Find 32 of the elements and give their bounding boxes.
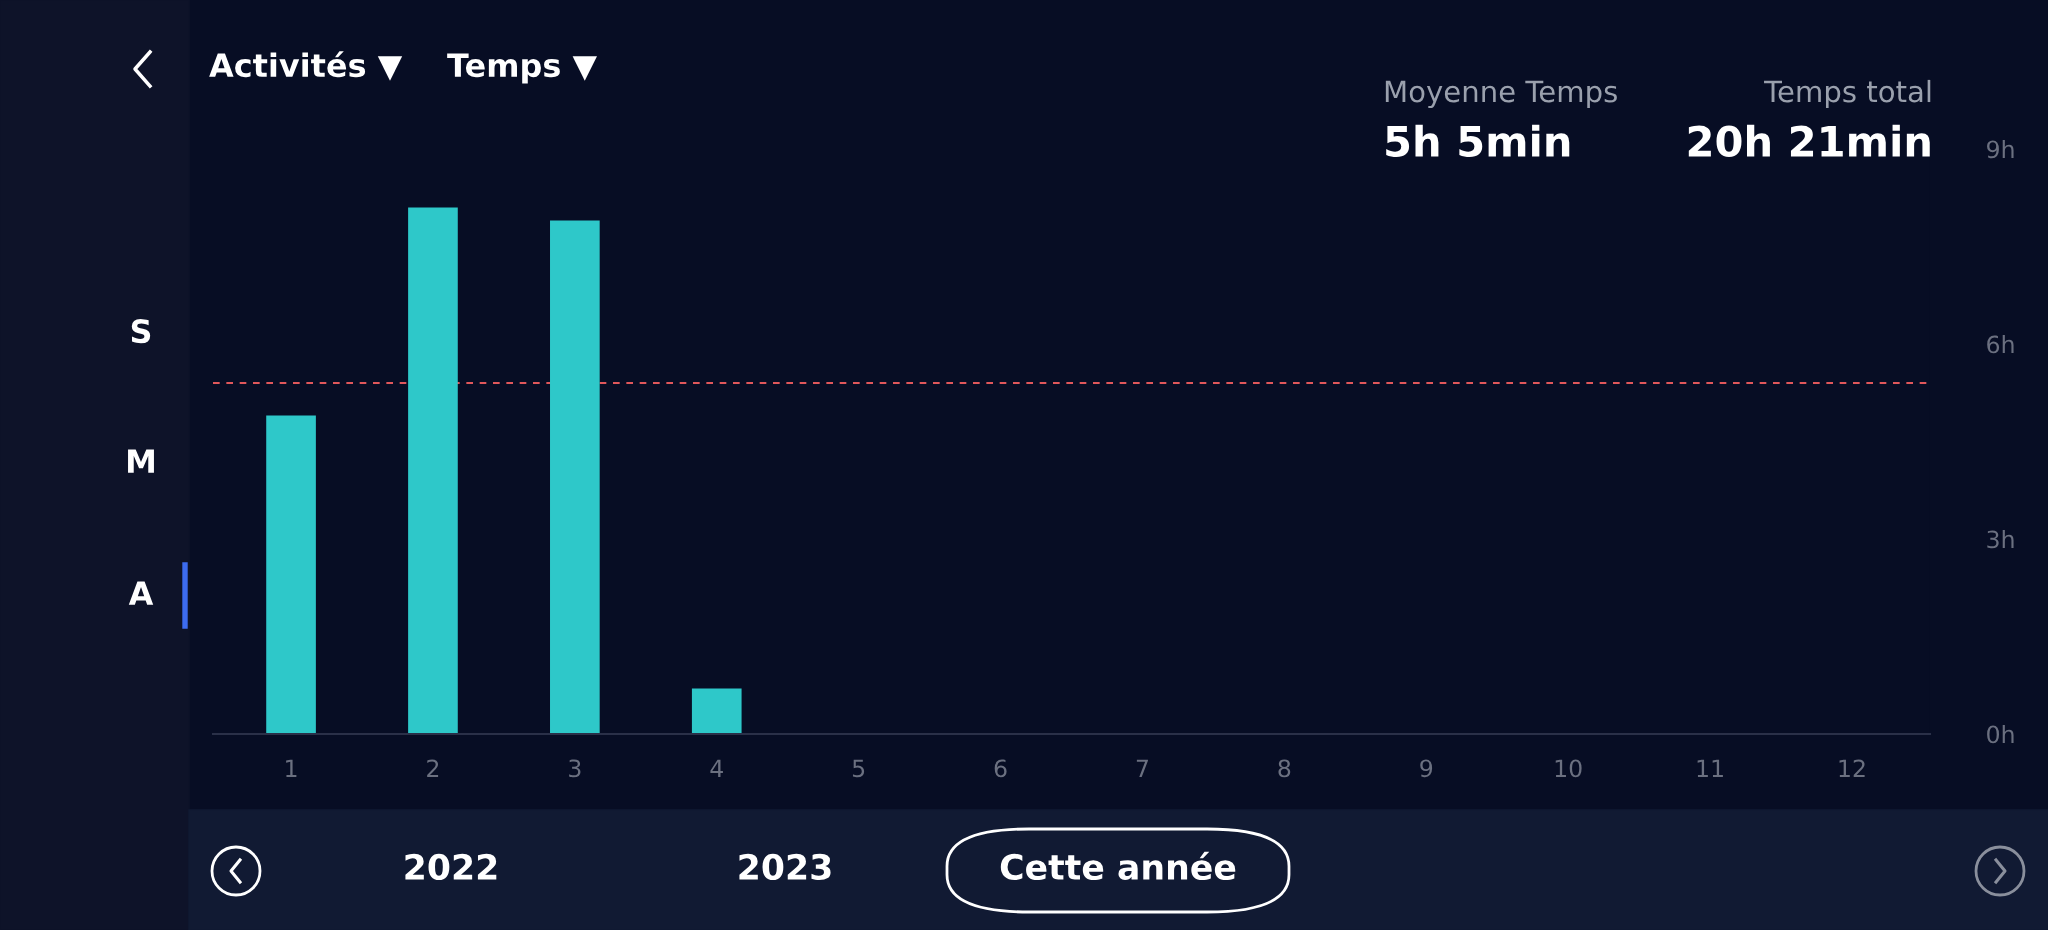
x-tick-label: 8 [1278, 759, 1291, 778]
y-tick-label: 9h [1987, 140, 2014, 159]
y-tick-label: 0h [1987, 725, 2014, 744]
text: Temps ▼ [447, 53, 597, 84]
bar [550, 220, 600, 734]
x-tick-label: 6 [994, 759, 1007, 778]
x-tick-label: 5 [852, 759, 865, 778]
text: 2023 [739, 853, 831, 881]
text: 2022 [405, 853, 497, 881]
annotation: 5h 5min [1386, 124, 1570, 158]
text: Cette année [1000, 851, 1236, 881]
x-tick-label: 2 [427, 759, 439, 777]
x-tick-label: 4 [710, 759, 723, 777]
bar [266, 415, 316, 734]
text: Temps total [1764, 79, 1931, 109]
text: Moyenne Temps [1385, 80, 1617, 109]
text: A [128, 581, 154, 605]
y-tick-label: 6h [1987, 335, 2014, 354]
x-tick-label: 10 [1555, 759, 1582, 778]
text: S [131, 319, 151, 344]
x-tick-label: 11 [1697, 759, 1723, 777]
text: Activités ▼ [209, 51, 403, 81]
text: M [128, 449, 154, 473]
x-tick-label: 12 [1839, 759, 1865, 777]
x-tick-label: 1 [286, 759, 297, 777]
annotation: 20h 21min [1688, 124, 1930, 158]
y-tick-label: 3h [1987, 530, 2014, 549]
x-tick-label: 9 [1420, 759, 1433, 778]
x-tick-label: 3 [569, 759, 581, 778]
bar [408, 207, 458, 734]
bar [691, 688, 742, 734]
x-tick-label: 7 [1136, 759, 1148, 777]
